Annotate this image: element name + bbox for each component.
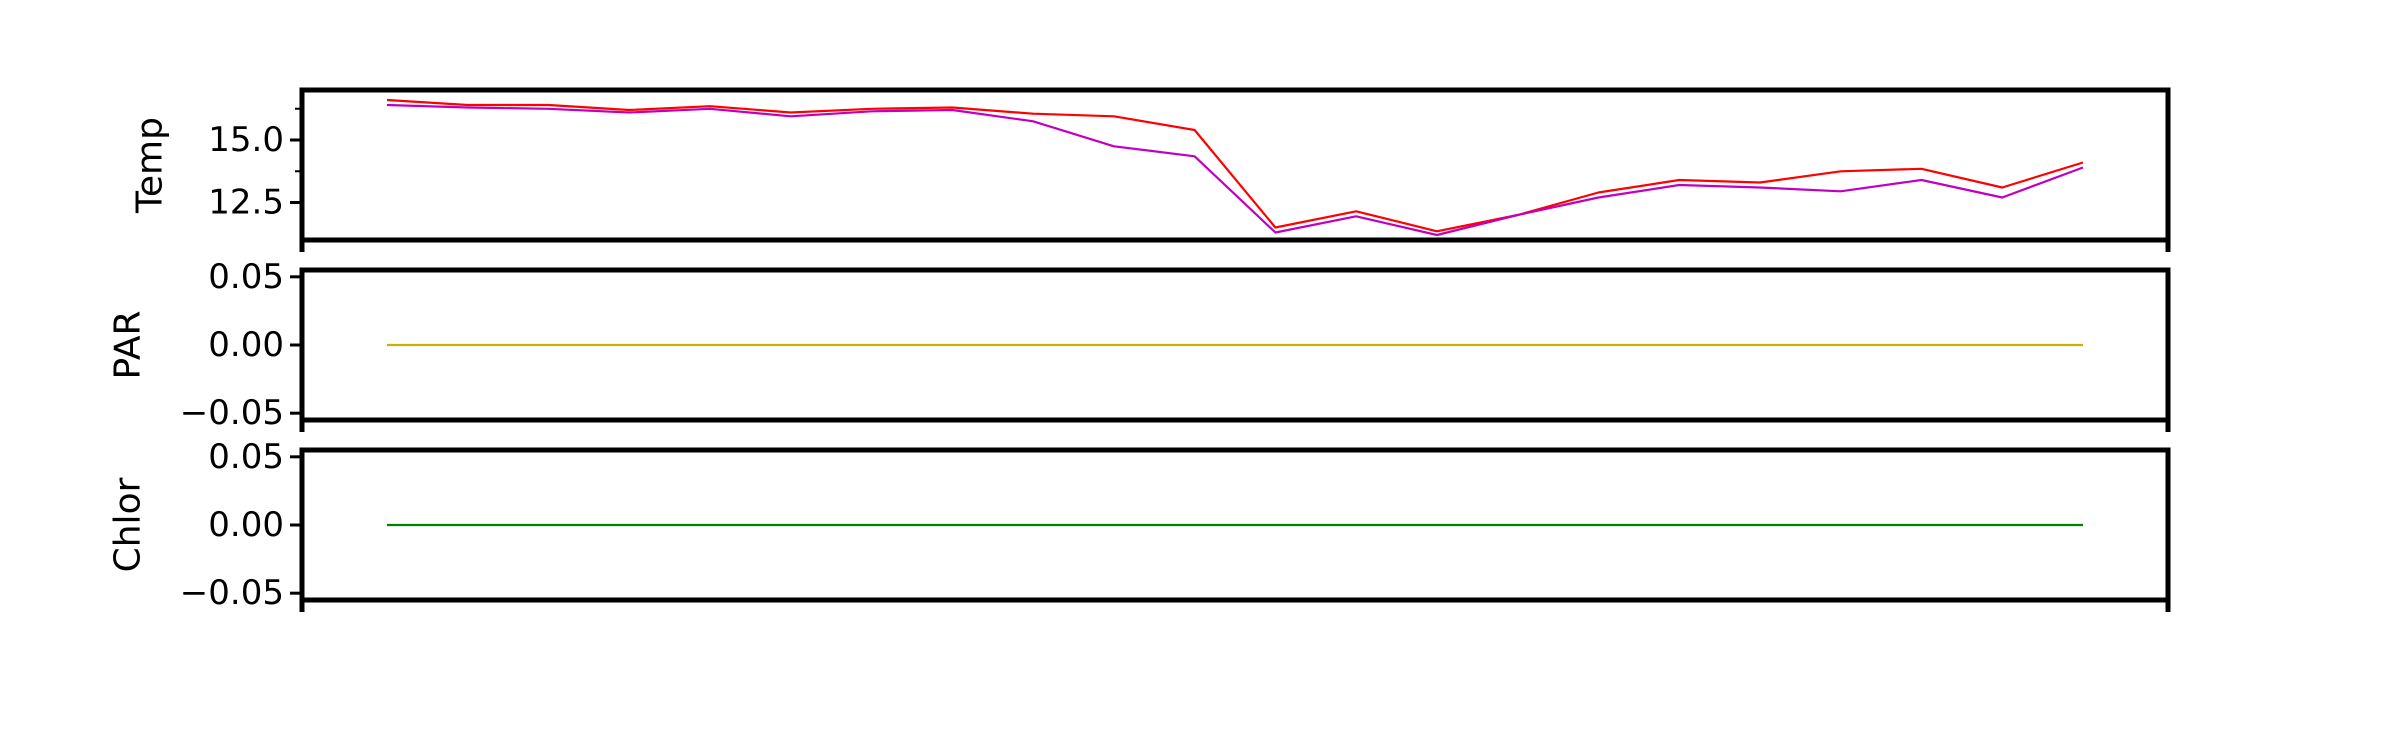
y-axis-label: PAR — [108, 310, 149, 379]
y-axis-label: Chlor — [108, 477, 149, 572]
series-line-0-0 — [386, 98, 2084, 233]
y-tick-label: 0.00 — [208, 325, 284, 365]
y-tick-label: 12.5 — [208, 183, 284, 223]
y-axis-label: Temp — [130, 117, 171, 214]
y-tick-label: 0.05 — [208, 437, 284, 477]
y-tick-label: −0.05 — [180, 573, 284, 613]
panel-frame-0 — [299, 87, 2171, 243]
y-tick-label: −0.05 — [180, 393, 284, 433]
series-line-0-1 — [386, 103, 2084, 237]
y-tick-label: 15.0 — [208, 120, 284, 160]
y-tick-label: 0.05 — [208, 257, 284, 297]
y-tick-label: 0.00 — [208, 505, 284, 545]
